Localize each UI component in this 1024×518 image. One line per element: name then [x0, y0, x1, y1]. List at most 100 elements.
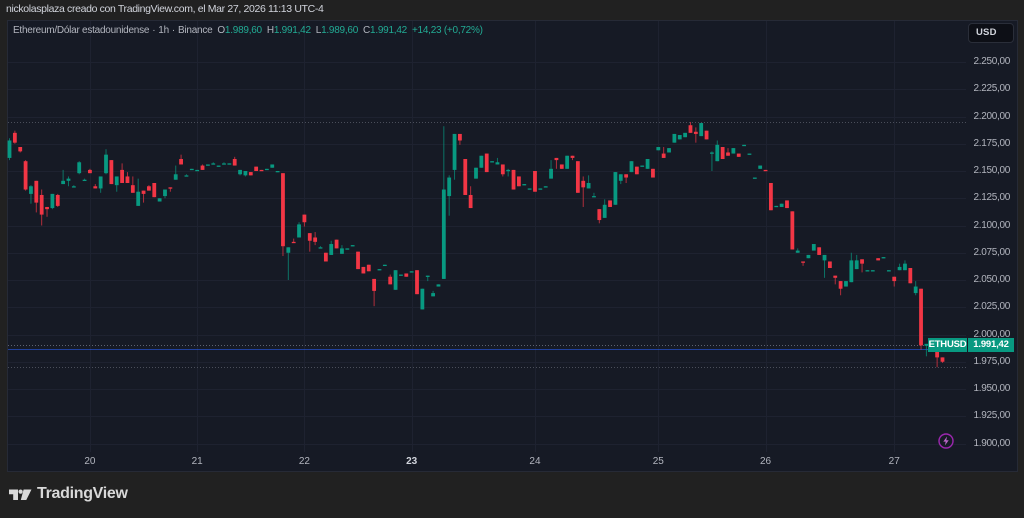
candle[interactable] [710, 151, 714, 171]
candle[interactable] [522, 184, 527, 186]
candle[interactable] [720, 147, 725, 160]
chart-panel[interactable] [7, 20, 1018, 472]
candle[interactable] [130, 176, 135, 193]
candle[interactable] [147, 185, 151, 191]
candle[interactable] [479, 155, 484, 168]
candle[interactable] [88, 168, 92, 174]
candle[interactable] [313, 232, 318, 246]
candle[interactable] [366, 264, 371, 272]
currency-button[interactable]: USD [968, 23, 1014, 43]
candle[interactable] [554, 157, 559, 169]
candle[interactable] [715, 140, 720, 162]
candle[interactable] [602, 199, 607, 218]
candle[interactable] [516, 176, 521, 187]
candle[interactable] [120, 163, 125, 183]
candle[interactable] [463, 159, 468, 195]
candle[interactable] [618, 174, 623, 185]
candle[interactable] [39, 189, 44, 226]
candle[interactable] [458, 133, 462, 145]
candle[interactable] [699, 123, 704, 137]
candle[interactable] [399, 274, 403, 276]
candle[interactable] [425, 275, 430, 282]
candle[interactable] [870, 270, 875, 272]
candle[interactable] [447, 175, 452, 216]
candle[interactable] [533, 171, 537, 192]
candle[interactable] [827, 261, 832, 269]
candle[interactable] [184, 174, 189, 177]
candle[interactable] [361, 266, 366, 274]
candle[interactable] [179, 154, 183, 165]
candle[interactable] [61, 169, 66, 185]
candle[interactable] [608, 200, 612, 207]
candle[interactable] [790, 211, 795, 250]
candle[interactable] [661, 147, 666, 158]
lightning-icon[interactable] [938, 433, 954, 449]
candle[interactable] [205, 164, 210, 166]
candle[interactable] [404, 273, 409, 277]
candle[interactable] [34, 180, 39, 213]
candle[interactable] [264, 168, 269, 171]
candle[interactable] [345, 248, 350, 250]
candle[interactable] [769, 182, 773, 211]
candle[interactable] [55, 193, 60, 207]
candle[interactable] [538, 188, 543, 190]
candle[interactable] [98, 176, 103, 193]
candle[interactable] [688, 121, 693, 133]
candle[interactable] [817, 247, 822, 255]
candle[interactable] [168, 187, 173, 192]
candle[interactable] [441, 126, 446, 279]
candle[interactable] [543, 186, 548, 188]
candle[interactable] [752, 177, 757, 179]
candle[interactable] [651, 168, 655, 178]
candle[interactable] [243, 171, 248, 177]
candle[interactable] [12, 130, 17, 144]
candle[interactable] [71, 185, 76, 188]
candle[interactable] [350, 245, 355, 247]
candle[interactable] [758, 165, 763, 169]
candle[interactable] [940, 357, 945, 363]
candle[interactable] [270, 164, 275, 168]
candle[interactable] [323, 252, 328, 262]
candle[interactable] [77, 161, 82, 175]
candle[interactable] [382, 264, 387, 267]
candle[interactable] [157, 198, 162, 202]
candle[interactable] [624, 174, 629, 183]
candle[interactable] [860, 259, 864, 273]
candle[interactable] [50, 193, 55, 210]
candle[interactable] [200, 164, 205, 170]
candle[interactable] [436, 284, 441, 287]
candle[interactable] [844, 281, 848, 287]
candle[interactable] [227, 163, 232, 165]
candle[interactable] [281, 173, 285, 257]
candle[interactable] [801, 261, 805, 266]
candle[interactable] [640, 165, 645, 167]
candle[interactable] [474, 167, 478, 179]
candle[interactable] [372, 278, 377, 307]
candle[interactable] [924, 343, 929, 357]
candle[interactable] [892, 276, 897, 287]
candle[interactable] [302, 214, 307, 227]
candle[interactable] [575, 161, 580, 193]
candle[interactable] [849, 252, 854, 283]
candle[interactable] [881, 257, 886, 259]
candle[interactable] [742, 144, 746, 147]
candle[interactable] [420, 288, 425, 310]
candle[interactable] [935, 350, 940, 368]
candle[interactable] [377, 269, 382, 271]
candle[interactable] [286, 247, 291, 280]
candle[interactable] [506, 168, 511, 177]
candle[interactable] [806, 254, 811, 259]
candle[interactable] [854, 254, 859, 270]
candle[interactable] [592, 192, 596, 198]
candle[interactable] [307, 233, 312, 252]
candle[interactable] [275, 171, 280, 173]
candle[interactable] [45, 206, 49, 217]
candle[interactable] [66, 176, 71, 187]
candle[interactable] [297, 222, 301, 238]
candle[interactable] [597, 209, 602, 224]
candle[interactable] [747, 153, 752, 155]
candle[interactable] [484, 153, 489, 173]
candle[interactable] [527, 188, 532, 190]
candle[interactable] [683, 132, 688, 138]
candle[interactable] [141, 190, 146, 203]
